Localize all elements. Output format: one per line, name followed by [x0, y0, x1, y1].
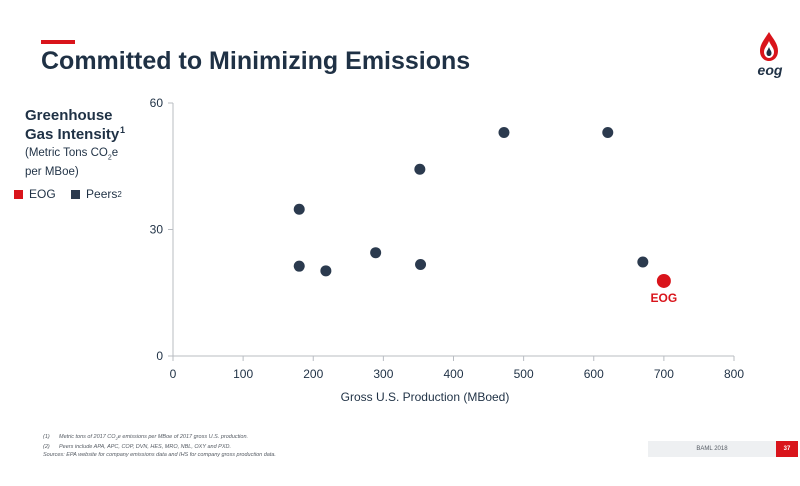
- x-tick-label: 800: [724, 367, 744, 381]
- page-title: Committed to Minimizing Emissions: [41, 47, 471, 75]
- x-tick-label: 300: [373, 367, 393, 381]
- chart-points: EOG: [293, 127, 678, 305]
- y-axis-units: (Metric Tons CO2e per MBoe): [25, 146, 120, 180]
- footer-event-label: BAML 2018: [648, 441, 776, 457]
- legend-item-eog: EOG: [14, 187, 56, 201]
- peer-data-point: [498, 127, 510, 139]
- y-axis-units-subscript: 2: [107, 154, 112, 162]
- x-tick-label: 100: [233, 367, 253, 381]
- eog-point-label: EOG: [651, 291, 678, 305]
- y-axis-title-footnote-marker: 1: [120, 125, 126, 135]
- x-tick-label: 400: [443, 367, 463, 381]
- peer-data-point: [320, 265, 332, 277]
- x-tick-label: 500: [514, 367, 534, 381]
- peer-data-point: [293, 260, 305, 272]
- y-tick-label: 30: [150, 223, 164, 237]
- peer-data-point: [414, 163, 426, 175]
- x-tick-label: 200: [303, 367, 323, 381]
- y-axis-title: Greenhouse Gas Intensity1: [25, 106, 125, 144]
- footnotes: (1) Metric tons of 2017 CO2e emissions pe…: [43, 433, 276, 459]
- x-tick-label: 600: [584, 367, 604, 381]
- legend-swatch-peers: [71, 189, 81, 199]
- footnote-1-number: (1): [43, 434, 50, 440]
- chart-axes: [172, 103, 734, 357]
- chart-legend: EOG Peers 2: [14, 187, 134, 201]
- y-tick-label: 60: [150, 96, 164, 110]
- logo-wordmark: eog: [757, 62, 783, 78]
- y-tick-label: 0: [156, 349, 163, 363]
- title-accent-bar: [41, 40, 75, 44]
- legend-swatch-eog: [14, 189, 23, 199]
- legend-label-eog: EOG: [29, 187, 56, 201]
- eog-logo-icon: [752, 30, 786, 78]
- chart-ticks: 0 100 200 300 400 500 600 700 800 0 30 60: [150, 96, 745, 381]
- y-axis-title-text: Greenhouse Gas Intensity: [25, 107, 120, 143]
- legend-item-peers: Peers 2: [71, 187, 122, 201]
- sources-note: Sources: EPA website for company emissio…: [43, 452, 276, 459]
- footnote-1: (1) Metric tons of 2017 CO2e emissions pe…: [43, 433, 276, 443]
- footnote-2: (2) Peers include APA, APC, COP, DVN, HES…: [43, 443, 276, 451]
- eog-data-point: [656, 273, 671, 288]
- page-number: 37: [776, 441, 798, 457]
- x-tick-label: 700: [654, 367, 674, 381]
- peer-data-point: [637, 256, 649, 268]
- peer-data-point: [293, 203, 305, 215]
- legend-peers-footnote-marker: 2: [117, 189, 122, 199]
- x-tick-label: 0: [170, 367, 177, 381]
- footnote-1-subscript: 2: [115, 436, 118, 442]
- peer-data-point: [602, 127, 614, 139]
- peer-data-point: [370, 247, 382, 259]
- x-axis-label: Gross U.S. Production (MBoed): [341, 390, 510, 404]
- footnote-1-suffix: e emissions per MBoe of 2017 gross U.S. …: [117, 434, 249, 440]
- legend-label-peers: Peers: [86, 187, 118, 201]
- y-axis-units-suffix: e per MBoe): [25, 147, 119, 179]
- peer-data-point: [415, 258, 427, 270]
- footnote-1-prefix: Metric tons of 2017 CO: [59, 434, 116, 440]
- footnote-2-text: Peers include APA, APC, COP, DVN, HES, M…: [59, 444, 231, 451]
- y-axis-units-prefix: (Metric Tons CO: [25, 147, 108, 159]
- footnote-2-number: (2): [43, 444, 50, 451]
